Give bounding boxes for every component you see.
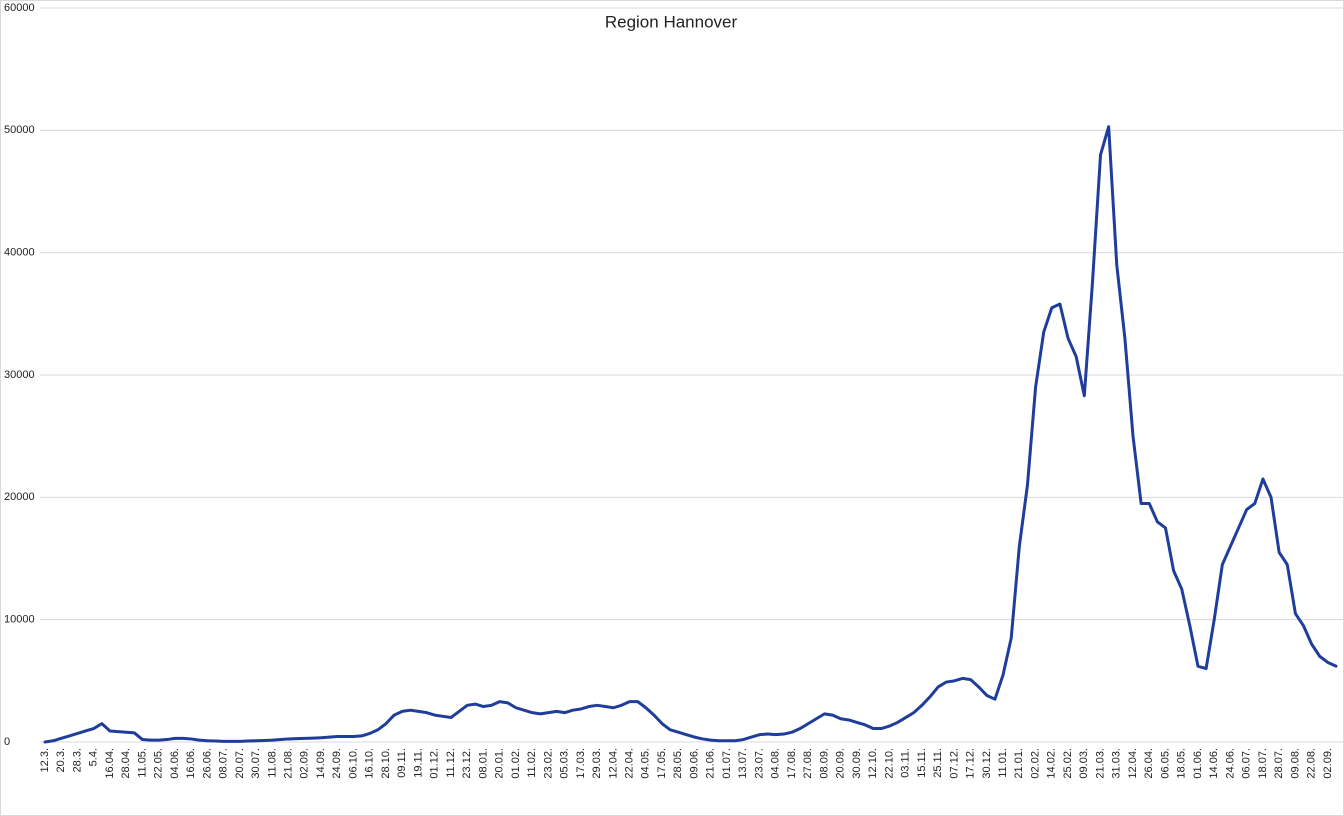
x-tick-label: 01.06. [1192,748,1204,779]
x-tick-label: 09.11. [396,748,408,778]
x-tick-label: 11.05. [136,748,148,778]
x-tick-label: 06.05. [1159,748,1171,779]
x-tick-label: 14.06. [1208,748,1220,779]
x-tick-label: 14.02. [1046,748,1058,779]
x-tick-label: 01.07. [721,748,733,779]
x-tick-label: 17.05. [656,748,668,779]
x-tick-label: 22.04. [624,748,636,779]
x-tick-label: 24.06. [1224,748,1236,779]
x-tick-label: 17.08. [786,748,798,779]
x-tick-label: 23.07. [753,748,765,779]
x-tick-label: 03.11. [900,748,912,778]
x-tick-label: 23.12. [461,748,473,779]
x-tick-label: 16.04. [104,748,116,779]
x-tick-label: 24.09. [331,748,343,779]
x-tick-label: 25.11. [932,748,944,778]
x-tick-label: 11.08. [266,748,278,778]
x-tick-label: 21.08. [282,748,294,779]
x-tick-label: 29.03. [591,748,603,779]
y-tick-label: 0 [4,736,10,748]
x-tick-label: 07.12. [948,748,960,779]
x-tick-label: 20.09. [835,748,847,779]
x-tick-label: 08.01. [477,748,489,779]
x-tick-label: 28.05. [672,748,684,779]
y-tick-label: 40000 [4,247,35,259]
x-tick-label: 18.05. [1176,748,1188,779]
chart-title: Region Hannover [605,12,738,31]
x-tick-label: 31.03. [1111,748,1123,779]
x-tick-label: 17.03. [575,748,587,779]
x-tick-label: 11.02. [526,748,538,778]
x-tick-label: 17.12. [965,748,977,779]
x-tick-label: 12.04. [1127,748,1139,779]
x-tick-label: 28.3. [71,748,83,772]
x-tick-label: 23.02. [542,748,554,779]
x-tick-label: 21.01. [1013,748,1025,779]
y-tick-label: 30000 [4,369,35,381]
x-tick-label: 27.08. [802,748,814,779]
x-tick-label: 22.05. [153,748,165,779]
x-tick-label: 02.09. [299,748,311,779]
x-tick-label: 06.07. [1241,748,1253,779]
x-tick-label: 12.04. [607,748,619,779]
x-tick-label: 02.09. [1322,748,1334,779]
x-tick-label: 04.06. [169,748,181,779]
x-tick-label: 26.06. [201,748,213,779]
x-tick-label: 16.06. [185,748,197,779]
x-tick-label: 12.10. [867,748,879,779]
x-tick-label: 22.08. [1306,748,1318,779]
x-tick-label: 11.12. [445,748,457,778]
x-tick-label: 05.03. [559,748,571,779]
x-tick-label: 01.02. [510,748,522,779]
x-tick-label: 09.08. [1289,748,1301,779]
x-tick-label: 30.09. [851,748,863,779]
x-tick-label: 16.10. [364,748,376,779]
x-tick-label: 08.07. [218,748,230,779]
y-tick-label: 60000 [4,2,35,14]
data-line [43,125,1338,744]
x-tick-label: 01.12. [429,748,441,779]
x-tick-label: 30.12. [981,748,993,779]
x-tick-label: 20.07. [234,748,246,779]
x-tick-label: 08.09. [818,748,830,779]
x-tick-label: 04.08. [770,748,782,779]
x-tick-label: 02.02. [1029,748,1041,779]
x-tick-label: 09.06. [688,748,700,779]
x-tick-label: 26.04. [1143,748,1155,779]
x-tick-label: 14.09. [315,748,327,779]
x-tick-label: 13.07. [737,748,749,779]
x-tick-label: 12.3. [39,748,51,772]
x-tick-label: 21.03. [1094,748,1106,779]
x-tick-label: 28.10. [380,748,392,779]
x-tick-label: 19.11. [412,748,424,778]
x-tick-label: 28.04. [120,748,132,779]
x-tick-label: 28.07. [1273,748,1285,779]
x-tick-label: 11.01. [997,748,1009,778]
x-tick-label: 18.07. [1257,748,1269,779]
x-tick-label: 5.4. [88,748,100,766]
x-tick-label: 15.11. [916,748,928,778]
x-tick-label: 25.02. [1062,748,1074,779]
x-tick-label: 20.3. [55,748,67,772]
x-tick-label: 22.10. [883,748,895,779]
x-tick-label: 30.07. [250,748,262,779]
x-tick-label: 20.01. [494,748,506,779]
x-tick-label: 06.10. [347,748,359,779]
x-tick-label: 04.05. [640,748,652,779]
x-tick-label: 09.03. [1078,748,1090,779]
y-tick-label: 10000 [4,614,35,626]
y-tick-label: 50000 [4,124,35,136]
y-tick-label: 20000 [4,491,35,503]
x-tick-label: 21.06. [705,748,717,779]
